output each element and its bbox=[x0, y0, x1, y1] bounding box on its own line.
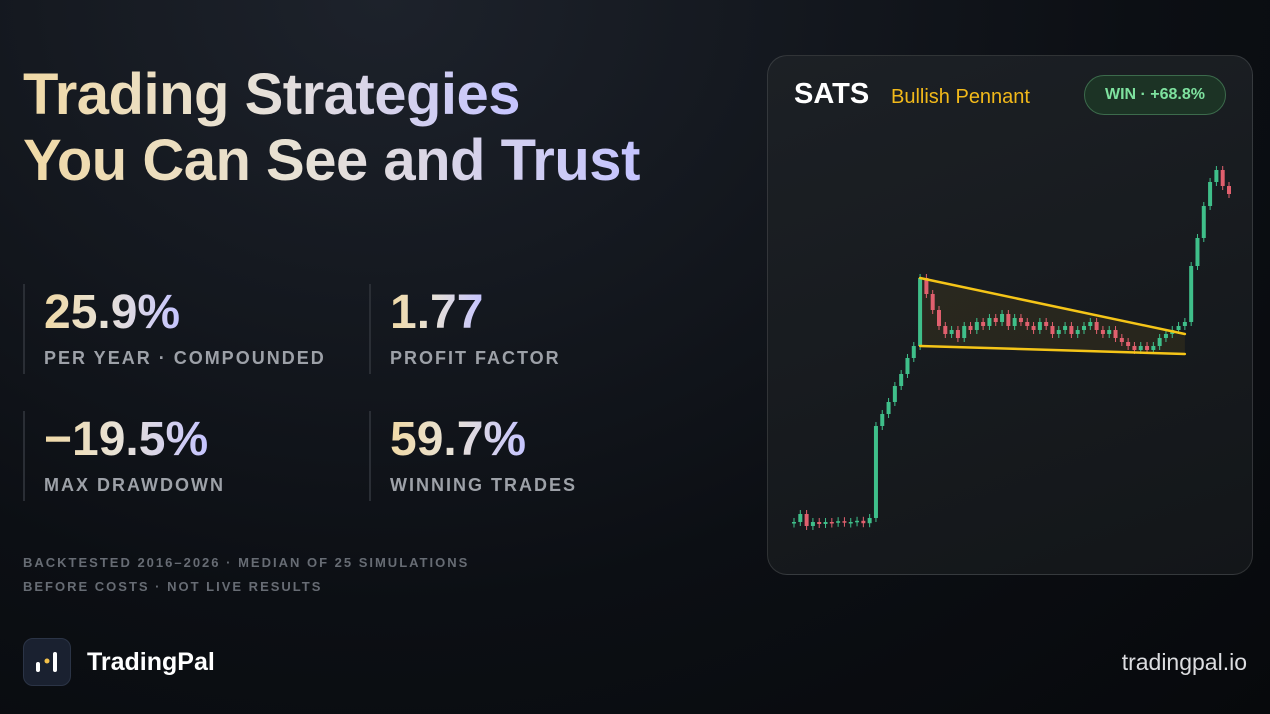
candle-body bbox=[810, 522, 815, 526]
candle-body bbox=[1220, 170, 1225, 186]
candle-body bbox=[1145, 346, 1150, 350]
candle-body bbox=[1182, 322, 1187, 326]
candle-body bbox=[1050, 326, 1055, 334]
logo-icon bbox=[36, 652, 57, 672]
candle-body bbox=[1031, 326, 1036, 330]
candle-body bbox=[1157, 338, 1162, 346]
candle-body bbox=[1138, 346, 1143, 350]
candle-body bbox=[899, 374, 904, 386]
candle-body bbox=[886, 402, 891, 414]
candle-body bbox=[1094, 322, 1099, 330]
candle-body bbox=[1088, 322, 1093, 326]
candle-body bbox=[829, 522, 834, 524]
candle-body bbox=[911, 346, 916, 358]
candle-body bbox=[968, 326, 973, 330]
candle-body bbox=[937, 310, 941, 326]
candle-body bbox=[1025, 322, 1030, 326]
candle-body bbox=[842, 521, 847, 523]
candle-body bbox=[1107, 330, 1112, 334]
candle-body bbox=[804, 514, 809, 526]
brand-url[interactable]: tradingpal.io bbox=[1121, 649, 1247, 675]
candle-body bbox=[892, 386, 897, 402]
candle-body bbox=[817, 522, 822, 524]
candle-body bbox=[974, 322, 979, 330]
disclaimer: BEFORE COSTS · NOT LIVE RESULTS bbox=[23, 579, 323, 594]
ticker: SATS bbox=[794, 78, 870, 110]
headline: Trading Strategies bbox=[23, 62, 521, 127]
candle-body bbox=[823, 522, 828, 524]
candle-body bbox=[955, 330, 960, 338]
candle-body bbox=[1012, 318, 1017, 326]
stat-label: WINNING TRADES bbox=[390, 475, 577, 495]
candle-body bbox=[1075, 330, 1080, 334]
candle-body bbox=[1000, 314, 1005, 322]
candle-body bbox=[930, 294, 935, 310]
stat: 1.77 PROFIT FACTOR bbox=[369, 284, 689, 374]
candle-body bbox=[1151, 346, 1156, 350]
result-badge: WIN · +68.8% bbox=[1083, 75, 1226, 115]
candle-body bbox=[924, 278, 929, 294]
candle-body bbox=[1201, 206, 1206, 238]
pattern-name: Bullish Pennant bbox=[891, 86, 1030, 108]
candle-body bbox=[918, 278, 923, 346]
disclaimer: BACKTESTED 2016–2026 · MEDIAN OF 25 SIMU… bbox=[23, 555, 470, 570]
candle-body bbox=[1056, 330, 1061, 334]
headline: You Can See and Trust bbox=[23, 128, 640, 193]
stat-label: PER YEAR · COMPOUNDED bbox=[44, 348, 326, 368]
candle-body bbox=[1082, 326, 1086, 330]
stat-value: 1.77 bbox=[390, 286, 484, 339]
candle-body bbox=[1214, 170, 1219, 182]
candlestick-chart bbox=[792, 166, 1231, 530]
brand-name[interactable]: TradingPal bbox=[87, 648, 215, 676]
candle-body bbox=[1006, 314, 1011, 326]
stat-value: 59.7% bbox=[390, 413, 527, 466]
trendline bbox=[918, 344, 1187, 356]
candle-body bbox=[1113, 330, 1118, 338]
candle-body bbox=[943, 326, 948, 334]
candle-body bbox=[1163, 334, 1168, 338]
candle-body bbox=[792, 522, 796, 524]
candle-body bbox=[949, 330, 954, 334]
candle-body bbox=[1176, 326, 1181, 330]
candle-body bbox=[981, 322, 986, 326]
pennant-fill bbox=[920, 278, 1185, 354]
logo bbox=[23, 638, 71, 686]
candle-body bbox=[1126, 342, 1131, 346]
candle-body bbox=[1208, 182, 1213, 206]
candle-body bbox=[1119, 338, 1124, 342]
trendline bbox=[918, 276, 1187, 336]
candle-body bbox=[1189, 266, 1194, 322]
candle-body bbox=[1044, 322, 1049, 326]
chart-card: SATS Bullish Pennant WIN · +68.8% bbox=[767, 55, 1253, 575]
stat: −19.5% MAX DRAWDOWN bbox=[23, 411, 343, 501]
candle-body bbox=[1037, 322, 1042, 330]
candle-body bbox=[861, 520, 866, 524]
candle-body bbox=[855, 520, 860, 523]
candle-body bbox=[798, 514, 803, 522]
stat-value: 25.9% bbox=[44, 286, 181, 339]
candle-body bbox=[1069, 326, 1074, 334]
candle-body bbox=[873, 426, 878, 518]
candle-body bbox=[867, 518, 872, 524]
candle-body bbox=[905, 358, 910, 374]
stat-label: PROFIT FACTOR bbox=[390, 348, 561, 368]
candle-body bbox=[987, 318, 992, 326]
candle-body bbox=[880, 414, 885, 426]
candle-body bbox=[1195, 238, 1200, 266]
candle-body bbox=[848, 522, 853, 524]
stat-label: MAX DRAWDOWN bbox=[44, 475, 225, 495]
candle-body bbox=[962, 326, 967, 338]
stat: 25.9% PER YEAR · COMPOUNDED bbox=[23, 284, 343, 374]
candle-body bbox=[1132, 346, 1137, 350]
candle-body bbox=[1063, 326, 1068, 330]
candle-body bbox=[1227, 186, 1231, 194]
candle-body bbox=[993, 318, 998, 322]
stat-value: −19.5% bbox=[44, 413, 209, 466]
candle-body bbox=[836, 521, 841, 523]
stat: 59.7% WINNING TRADES bbox=[369, 411, 689, 501]
candle-body bbox=[1018, 318, 1023, 322]
candle-body bbox=[1100, 330, 1105, 334]
